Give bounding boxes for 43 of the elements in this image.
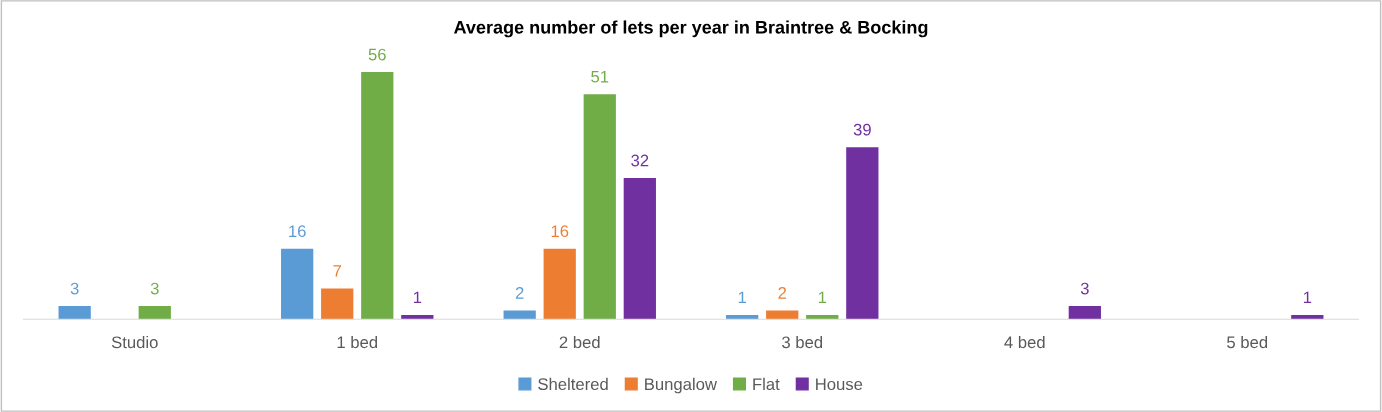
data-label: 2 (515, 287, 524, 299)
bar (1068, 306, 1101, 320)
bar (138, 306, 171, 320)
data-label: 16 (551, 225, 569, 238)
bar (806, 314, 839, 320)
x-tick-label: 1 bed (337, 335, 378, 349)
data-label: 16 (289, 225, 306, 238)
data-label: 1 (818, 291, 827, 304)
legend-label: House (816, 378, 863, 391)
data-label: 7 (333, 265, 342, 277)
bar (623, 178, 656, 320)
data-label: 1 (738, 291, 746, 304)
x-tick-label: 4 bed (1004, 335, 1045, 349)
data-label: 3 (150, 282, 159, 295)
bar (543, 248, 576, 320)
data-label: 3 (70, 282, 79, 295)
data-label: 2 (778, 287, 787, 299)
bar (281, 248, 314, 320)
data-label: 51 (591, 70, 609, 83)
bar (321, 288, 354, 320)
bar (58, 306, 91, 320)
data-label: 1 (1303, 291, 1312, 304)
data-label: 1 (413, 291, 422, 304)
legend-label: Bungalow (645, 377, 717, 394)
bar (766, 310, 799, 320)
bar (1291, 314, 1324, 320)
data-label: 3 (1080, 282, 1089, 295)
bar (726, 314, 759, 320)
bar (401, 314, 434, 320)
legend-label: Flat (753, 377, 780, 391)
bar (361, 72, 394, 320)
data-label: 56 (368, 48, 386, 61)
legend-label: Sheltered (538, 377, 608, 391)
x-tick-label: 2 bed (559, 335, 600, 349)
data-label: 39 (853, 123, 871, 136)
data-label: 32 (631, 154, 649, 167)
bar (503, 310, 536, 320)
bar (846, 147, 879, 320)
x-tick-label: Studio (111, 335, 158, 349)
x-tick-label: 3 bed (782, 335, 823, 349)
chart-title: Average number of lets per year in Braintree & Bocking (454, 20, 928, 38)
x-tick-label: 5 bed (1227, 335, 1268, 349)
bar (583, 94, 616, 320)
